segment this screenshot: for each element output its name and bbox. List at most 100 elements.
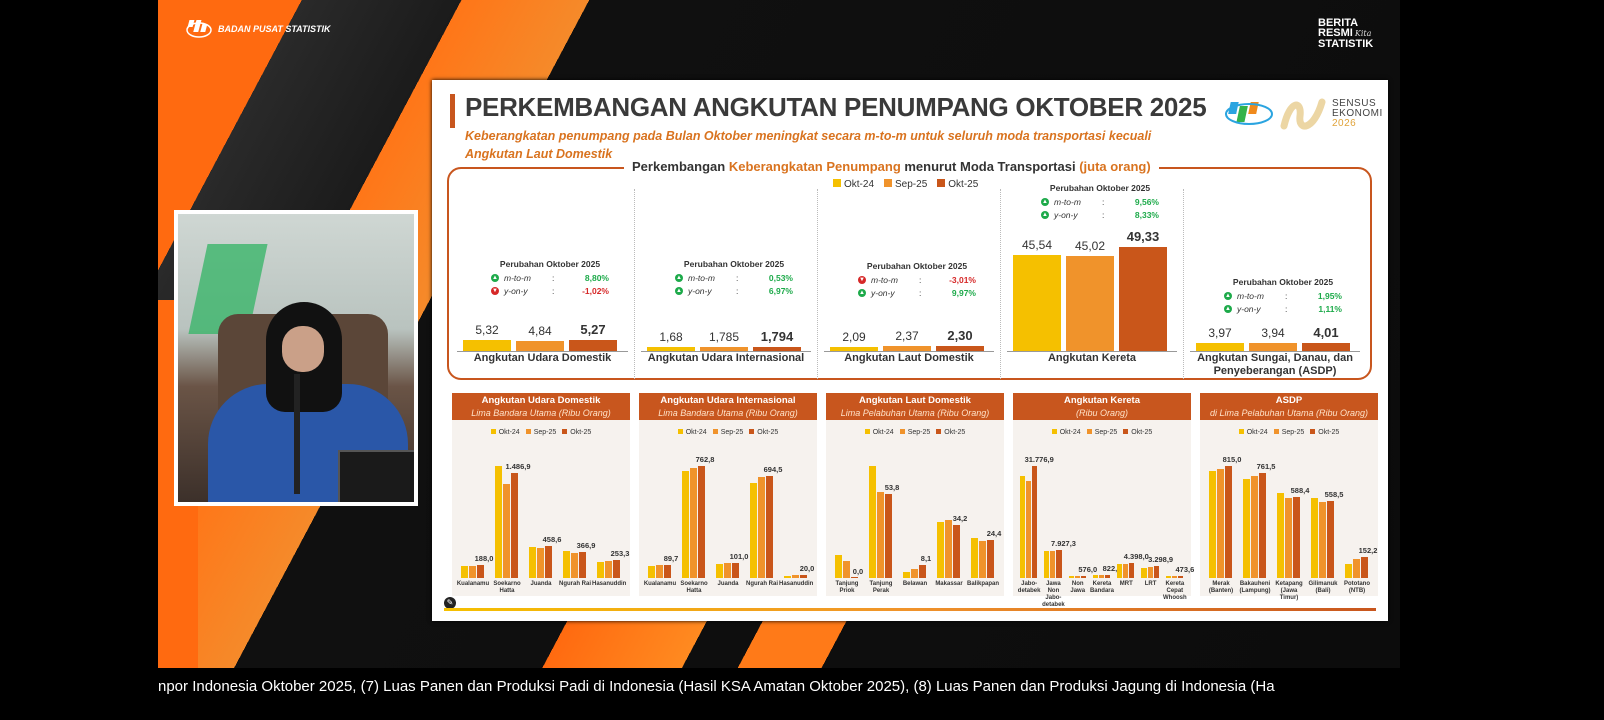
bar-okt-25	[569, 339, 617, 351]
change-label: m-to-m	[504, 272, 531, 283]
category-label: Jabo- detabek	[1017, 581, 1041, 594]
category-label: Angkutan Udara Domestik	[473, 352, 612, 364]
bar-okt-25	[1032, 466, 1038, 578]
change-heading: Perubahan Oktober 2025	[683, 259, 785, 269]
axis-line	[641, 351, 811, 352]
legend-swatch	[525, 429, 531, 434]
legend-label: Okt-25	[948, 179, 979, 190]
category-label: Ngurah Rai	[558, 581, 591, 587]
category-label: Makassar	[935, 581, 963, 587]
bar-okt-25	[1119, 247, 1167, 351]
panel-title: Angkutan Laut Domestik	[859, 395, 971, 406]
colon: :	[1285, 303, 1288, 314]
change-label: y-on-y	[871, 287, 895, 298]
change-row: ▲ m-to-m: 8,80%	[491, 271, 609, 284]
plot-area: 815,0 Merak (Banten) 761,5 Bakauheni (Lampu…	[1204, 443, 1378, 601]
legend-label: Sep-25	[1281, 429, 1305, 436]
legend-label: Okt-25	[757, 429, 779, 436]
news-ticker: npor Indonesia Oktober 2025, (7) Luas Pa…	[158, 678, 1275, 695]
arrow-up-icon: ▲	[1041, 197, 1049, 206]
change-value: 1,95%	[1317, 290, 1342, 301]
category-label: Ketapang (Jawa Timur)	[1275, 581, 1303, 601]
category-label: Pototano (NTB)	[1344, 581, 1370, 594]
change-label: y-on-y	[504, 285, 528, 296]
arrow-up-icon: ▲	[858, 288, 866, 297]
bar-okt-24	[1044, 551, 1050, 578]
legend-swatch	[749, 429, 755, 434]
change-value: 9,97%	[951, 287, 976, 298]
change-row: ▲ y-on-y: 9,97%	[858, 286, 976, 299]
bar-value-label: 8,1	[920, 554, 932, 564]
panel-title: Angkutan Udara Internasional	[660, 395, 796, 406]
arrow-up-icon: ▲	[1041, 210, 1049, 219]
mode-comparison-chart: Perkembangan Keberangkatan Penumpang men…	[447, 159, 1372, 380]
panel-legend: Okt-24 Sep-25 Okt-25	[826, 429, 1004, 436]
bar-okt-25	[1177, 576, 1183, 578]
bar-sep-25	[1171, 576, 1177, 578]
change-row: ▲ y-on-y: 6,97%	[675, 284, 793, 297]
category-label: Kereta Bandara	[1089, 581, 1114, 594]
bar-value-label: 694,5	[763, 465, 783, 475]
legend-item: Sep-25	[712, 429, 743, 436]
bar-value-label: 101,0	[729, 552, 749, 562]
bar-okt-24	[1141, 567, 1147, 578]
bar-okt-24	[1068, 576, 1074, 578]
detail-chart-panel: ASDP di Lima Pelabuhan Utama (Ribu Orang)…	[1200, 393, 1378, 601]
bar-sep-25	[656, 564, 663, 578]
bar-value-label: 5,27	[580, 321, 606, 337]
bar-okt-24	[563, 550, 570, 578]
legend-label: Okt-24	[1059, 429, 1081, 436]
change-value: 8,33%	[1134, 209, 1159, 220]
colon: :	[919, 287, 922, 298]
legend-item: Okt-24	[1051, 429, 1081, 436]
bar-okt-25	[1080, 575, 1086, 578]
bar-value-label: 89,7	[663, 553, 679, 563]
change-row: ▼ y-on-y: -1,02%	[491, 284, 609, 297]
bar-okt-24	[1209, 470, 1216, 578]
bar-value-label: 3,94	[1261, 325, 1285, 340]
bar-value-label: 53,8	[884, 483, 900, 493]
bar-value-label: 31.776,9	[1024, 455, 1054, 464]
bar-okt-25	[851, 577, 858, 578]
legend-swatch	[562, 429, 568, 434]
bar-value-label: 1,785	[708, 330, 740, 345]
bar-value-label: 20,0	[799, 564, 815, 574]
category-label: Angkutan Kereta	[1047, 352, 1137, 364]
category-label: Kereta Cepat Whoosh	[1163, 581, 1187, 601]
category-label: Bakauheni (Lampung)	[1239, 581, 1271, 594]
axis-line	[1190, 351, 1360, 352]
legend-item: Okt-25	[936, 429, 965, 436]
bar-value-label: 366,9	[576, 541, 596, 551]
legend-swatch	[937, 179, 946, 187]
slide-title: PERKEMBANGAN ANGKUTAN PENUMPANG OKTOBER …	[465, 92, 1207, 122]
footer-accent-line	[444, 608, 1376, 611]
legend-label: Sep-25	[533, 429, 557, 436]
legend-label: Okt-24	[685, 429, 707, 436]
panel-subtitle: Lima Bandara Utama (Ribu Orang)	[658, 408, 798, 418]
bar-sep-25	[1249, 342, 1297, 351]
bar-value-label: 3,97	[1208, 325, 1232, 340]
bar-sep-25	[571, 552, 578, 578]
bar-value-label: 761,5	[1256, 462, 1276, 472]
brs-logo: BERITA RESMI Kita STATISTIK	[1318, 17, 1374, 50]
change-heading: Perubahan Oktober 2025	[1232, 277, 1334, 287]
change-label: y-on-y	[1237, 303, 1261, 314]
panel-title: Angkutan Udara Domestik	[481, 395, 601, 406]
colon: :	[552, 272, 555, 283]
bar-okt-25	[732, 563, 739, 578]
bar-sep-25	[1353, 558, 1360, 578]
bar-okt-24	[682, 470, 689, 578]
panel-legend: Okt-24 Sep-25 Okt-25	[639, 429, 817, 436]
arrow-up-icon: ▲	[675, 273, 683, 282]
bar-sep-25	[1074, 576, 1080, 578]
bar-okt-24	[1117, 563, 1123, 578]
colon: :	[1285, 290, 1288, 301]
axis-line	[824, 351, 994, 352]
change-value: 0,53%	[768, 272, 793, 283]
category-label: Soekarno Hatta	[680, 581, 708, 594]
edit-pen-icon[interactable]: ✎	[444, 597, 456, 609]
bar-okt-24	[1277, 492, 1284, 578]
bar-okt-25	[698, 466, 705, 578]
bar-sep-25	[945, 520, 952, 578]
bar-value-label: 0,0	[852, 567, 864, 576]
